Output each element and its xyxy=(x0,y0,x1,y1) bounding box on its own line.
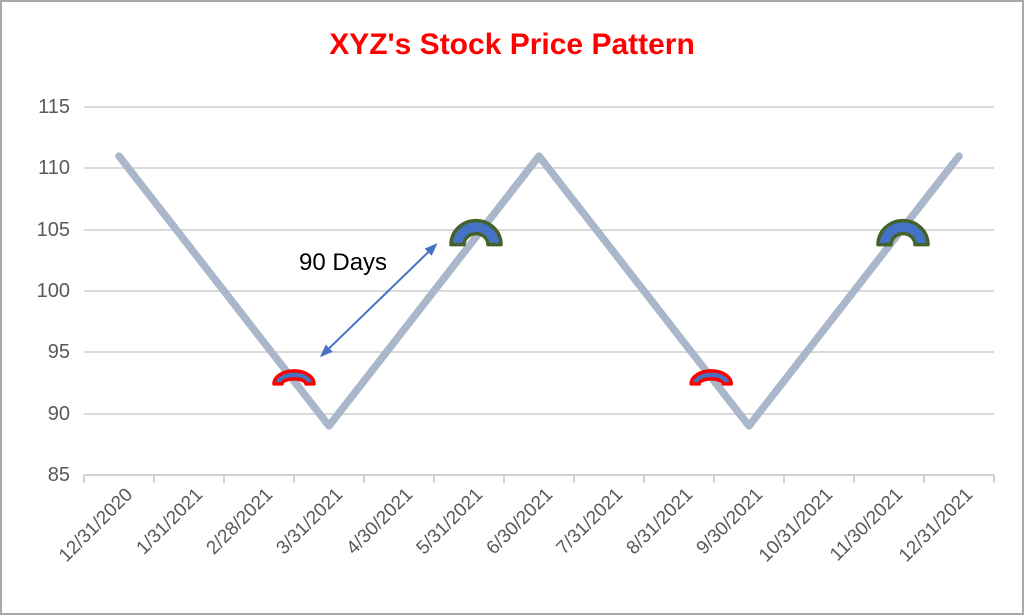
x-axis-tick-mark xyxy=(293,475,295,483)
x-axis-tick-mark xyxy=(223,475,225,483)
ninety-days-arrow xyxy=(324,248,433,353)
x-axis-tick-mark xyxy=(503,475,505,483)
x-axis-tick-mark xyxy=(853,475,855,483)
x-axis-tick-mark xyxy=(713,475,715,483)
y-axis-tick-label: 85 xyxy=(47,464,70,486)
x-axis-tick-mark xyxy=(993,475,995,483)
gridline xyxy=(84,167,994,170)
x-axis-tick-mark xyxy=(923,475,925,483)
peak-arc-marker xyxy=(876,218,930,247)
chart-title: XYZ's Stock Price Pattern xyxy=(329,28,695,61)
y-axis-tick-label: 90 xyxy=(47,402,70,425)
y-axis-tick-label: 115 xyxy=(38,96,70,118)
y-axis-tick-label: 100 xyxy=(36,280,70,302)
trough-arc-marker xyxy=(689,369,733,386)
ninety-days-annotation-label: 90 Days xyxy=(299,248,388,276)
x-axis-tick-mark xyxy=(363,475,365,483)
x-axis-tick-mark xyxy=(643,475,645,483)
trough-arc-marker xyxy=(272,369,316,386)
x-axis-tick-mark xyxy=(783,475,785,483)
arrowhead xyxy=(319,344,333,358)
gridline xyxy=(84,351,994,354)
x-axis-tick-mark xyxy=(153,475,155,483)
y-axis-tick-label: 105 xyxy=(36,218,70,241)
y-axis-tick-label: 110 xyxy=(38,157,70,180)
gridline xyxy=(84,290,994,292)
arrowhead xyxy=(424,243,438,256)
x-axis-tick-mark xyxy=(433,475,435,483)
gridline xyxy=(84,106,994,108)
gridline xyxy=(84,412,994,415)
x-axis-tick-mark xyxy=(83,475,85,483)
x-axis-tick-mark xyxy=(573,475,575,483)
peak-arc-marker xyxy=(449,218,503,247)
y-axis-tick-label: 95 xyxy=(47,341,70,364)
stock-price-series-line xyxy=(115,152,963,430)
x-axis-line xyxy=(84,474,994,476)
gridline xyxy=(84,228,994,231)
